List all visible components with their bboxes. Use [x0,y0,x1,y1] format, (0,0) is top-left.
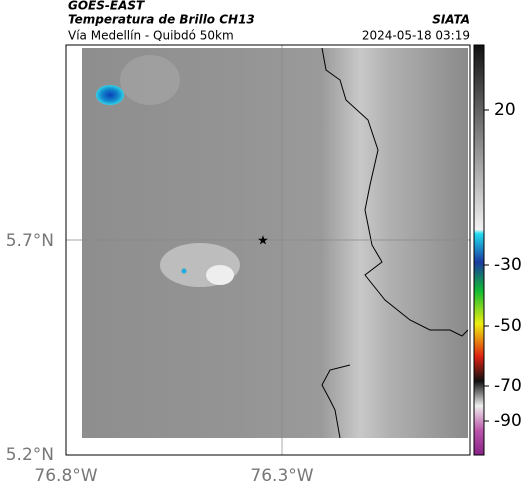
credit: SIATA [432,13,470,27]
source: GOES-EAST [68,0,145,13]
coastline [321,47,469,337]
satellite-image [82,48,468,438]
coastline [321,364,351,439]
cold-cloud [181,268,187,274]
colorbar [473,44,485,456]
colorbar-ticks: 20 -30 -50 -70 -90 [484,100,522,431]
timestamp: 2024-05-18 03:19 [362,29,470,43]
lon-label: 76.8°W [34,466,97,486]
colorbar-label: -50 [494,316,522,336]
lon-label: 76.3°W [250,466,313,486]
lat-label: 5.2°N [6,445,54,465]
cloud [120,55,180,105]
plot-frame [65,44,471,456]
colorbar-label: -90 [494,411,522,431]
colorbar-label: 20 [494,100,516,120]
title: Temperatura de Brillo CH13 [68,13,255,27]
cloud [206,265,234,285]
location-marker: ★ [257,234,269,249]
lat-label: 5.7°N [6,231,54,251]
colorbar-label: -70 [494,376,522,396]
colorbar-label: -30 [494,255,522,275]
subtitle: Vía Medellín - Quibdó 50km [68,29,234,43]
cold-cloud [96,85,124,105]
